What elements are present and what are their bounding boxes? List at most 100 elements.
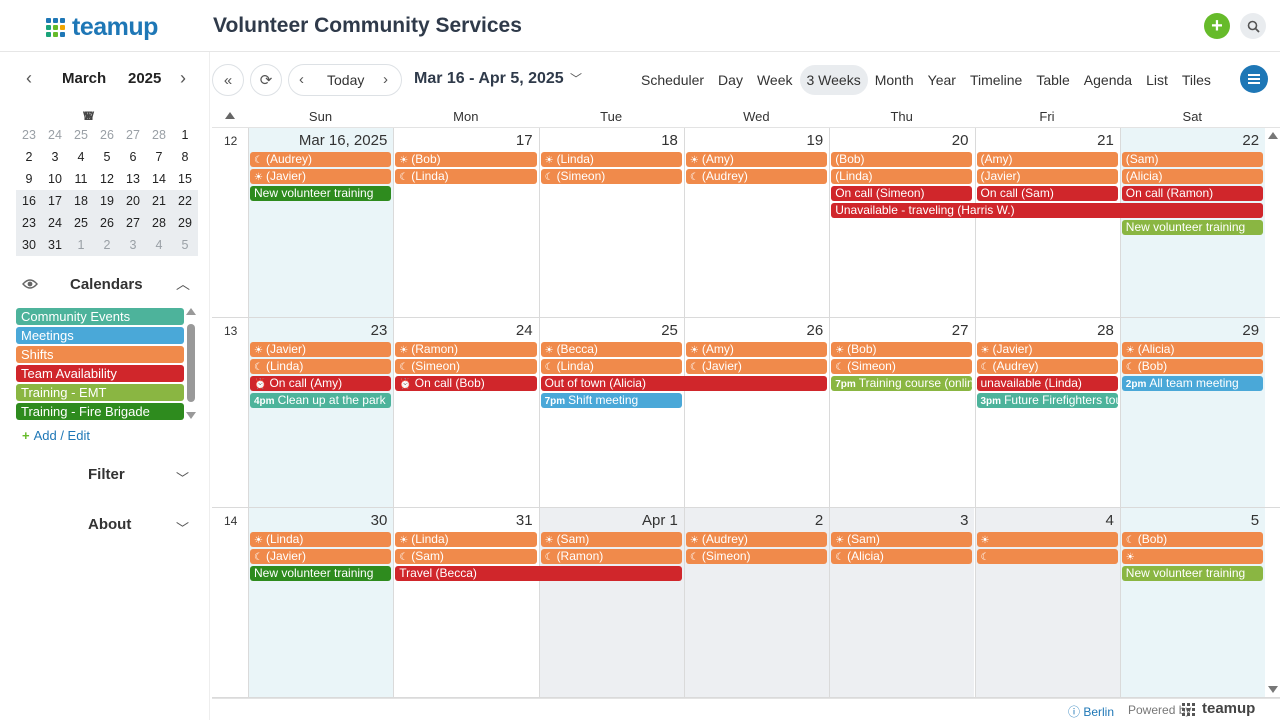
mini-calendar-year[interactable]: 2025 (128, 70, 162, 87)
calendar-event[interactable]: ☀ (1121, 549, 1264, 564)
calendar-event[interactable]: ☾ (Ramon) (540, 549, 682, 564)
calendar-event[interactable]: Travel (Becca) (395, 566, 682, 581)
mini-calendar-day[interactable]: 21 (152, 194, 166, 208)
calendar-event[interactable]: New volunteer training (250, 566, 392, 581)
search-button[interactable] (1240, 13, 1266, 39)
day-number[interactable]: 20 (951, 132, 969, 149)
mini-calendar-day[interactable]: 7 (155, 150, 163, 164)
mini-calendar-day[interactable]: 31 (48, 238, 62, 252)
mini-calendar-day[interactable]: 4 (155, 238, 163, 252)
calendar-event[interactable]: ☾ (Audrey) (250, 152, 392, 167)
calendar-event[interactable]: 4pm Clean up at the park (250, 393, 392, 408)
calendar-event[interactable]: ☾ (Javier) (250, 549, 392, 564)
calendar-event[interactable]: ☀ (Javier) (976, 342, 1118, 357)
day-cell[interactable]: 21 (974, 128, 1120, 317)
week-number[interactable]: 12 (224, 134, 238, 148)
next-period-button[interactable]: › (383, 71, 388, 88)
mini-calendar-day[interactable]: 23 (22, 216, 36, 230)
refresh-button[interactable]: ⟳ (250, 64, 282, 96)
mini-calendar-day[interactable]: 28 (152, 128, 166, 142)
mini-calendar-day[interactable]: 30 (22, 238, 36, 252)
day-number[interactable]: 28 (1097, 322, 1114, 339)
calendar-event[interactable]: (Bob) (831, 152, 973, 167)
calendar-event[interactable]: (Linda) (831, 169, 973, 184)
day-number[interactable]: 5 (1250, 512, 1260, 529)
mini-calendar-day[interactable]: 26 (100, 216, 114, 230)
day-number[interactable]: 25 (661, 322, 678, 339)
calendar-event[interactable]: ☾ (Simeon) (395, 359, 537, 374)
calendar-event[interactable]: ☀ (Audrey) (685, 532, 828, 547)
mini-calendar-day[interactable]: 15 (178, 172, 192, 186)
mini-calendar-day[interactable]: 26 (100, 128, 114, 142)
calendar-event[interactable]: ☾ (Javier) (685, 359, 828, 374)
view-agenda-button[interactable]: Agenda (1083, 72, 1133, 88)
calendar-event[interactable]: Unavailable - traveling (Harris W.) (831, 203, 1264, 218)
mini-calendar-day[interactable]: 1 (77, 238, 85, 252)
mini-calendar-day[interactable]: 18 (74, 194, 88, 208)
day-cell[interactable]: 17 (393, 128, 538, 317)
calendar-event[interactable]: ☾ (Audrey) (976, 359, 1118, 374)
calendar-event[interactable]: ☀ (Becca) (540, 342, 682, 357)
mini-calendar-day[interactable]: 27 (126, 216, 140, 230)
day-number[interactable]: 23 (370, 322, 388, 339)
mini-calendar-day[interactable]: 8 (181, 150, 189, 164)
calendar-event[interactable]: 2pm All team meeting (1121, 376, 1264, 391)
calendar-event[interactable]: ☾ (Simeon) (831, 359, 973, 374)
day-cell[interactable]: 24 (393, 318, 538, 507)
mini-calendar-month[interactable]: March (62, 70, 107, 87)
mini-calendar-day[interactable]: 25 (74, 216, 88, 230)
mini-calendar-day[interactable]: 16 (22, 194, 36, 208)
day-number[interactable]: 18 (661, 132, 678, 149)
calendars-header[interactable]: Calendars ︿ (16, 274, 198, 296)
calendar-event[interactable]: ☾ (Simeon) (540, 169, 682, 184)
calendar-event[interactable]: 3pm Future Firefighters tou (976, 393, 1118, 408)
mini-calendar-day[interactable]: 22 (178, 194, 192, 208)
eye-icon[interactable] (22, 278, 38, 290)
calendar-event[interactable]: ☾ (Audrey) (685, 169, 828, 184)
calendar-event[interactable]: (Alicia) (1121, 169, 1264, 184)
day-cell[interactable]: 31 (393, 508, 538, 697)
view-3-weeks-button[interactable]: 3 Weeks (799, 65, 868, 95)
chevron-down-icon[interactable]: ﹀ (176, 521, 190, 536)
teamup-logo[interactable]: teamup (46, 13, 158, 42)
chevron-down-icon[interactable]: ﹀ (176, 471, 190, 486)
mini-calendar-day[interactable]: 27 (126, 128, 140, 142)
mini-calendar-day[interactable]: 3 (51, 150, 59, 164)
day-number[interactable]: Apr 1 (642, 512, 678, 529)
calendar-event[interactable]: ☀ (Javier) (250, 342, 392, 357)
day-cell[interactable]: 20 (829, 128, 974, 317)
day-cell[interactable]: 25 (538, 318, 684, 507)
calendar-event[interactable]: 7pm Training course (onlin (831, 376, 973, 391)
calendar-event[interactable]: ☀ (Bob) (395, 152, 537, 167)
calendar-event[interactable]: ☾ (Bob) (1121, 532, 1264, 547)
mini-calendar-day[interactable]: 19 (100, 194, 114, 208)
mini-calendar-day[interactable]: 17 (48, 194, 62, 208)
mini-calendar-day[interactable]: 6 (129, 150, 137, 164)
calendar-item[interactable]: Team Availability (16, 365, 184, 382)
calendar-event[interactable]: ☀ (Amy) (685, 152, 828, 167)
view-scheduler-button[interactable]: Scheduler (641, 72, 705, 88)
calendar-event[interactable]: New volunteer training (250, 186, 392, 201)
mini-calendar-day[interactable]: 3 (129, 238, 137, 252)
mini-calendar-day[interactable]: 20 (126, 194, 140, 208)
calendar-event[interactable]: New volunteer training (1121, 566, 1264, 581)
view-tiles-button[interactable]: Tiles (1181, 72, 1211, 88)
filter-section-toggle[interactable]: Filter (88, 466, 125, 483)
day-number[interactable]: 4 (1105, 512, 1114, 529)
calendar-event[interactable]: ☀ (Linda) (540, 152, 682, 167)
mini-calendar-day[interactable]: 14 (152, 172, 166, 186)
mini-calendar-day[interactable]: 10 (48, 172, 62, 186)
scroll-up-icon[interactable] (225, 112, 235, 119)
day-number[interactable]: 30 (370, 512, 388, 529)
day-number[interactable]: 29 (1242, 322, 1260, 339)
calendar-event[interactable]: ☀ (976, 532, 1118, 547)
today-button[interactable]: Today (327, 72, 365, 88)
mini-calendar-day[interactable]: 13 (126, 172, 140, 186)
view-list-button[interactable]: List (1146, 72, 1168, 88)
mini-calendar-day[interactable]: 2 (103, 238, 111, 252)
calendar-item[interactable]: Training - EMT (16, 384, 184, 401)
day-number[interactable]: 19 (806, 132, 824, 149)
calendar-event[interactable]: ☀ (Alicia) (1121, 342, 1264, 357)
view-day-button[interactable]: Day (718, 72, 743, 88)
calendar-event[interactable]: ☀ (Sam) (831, 532, 973, 547)
